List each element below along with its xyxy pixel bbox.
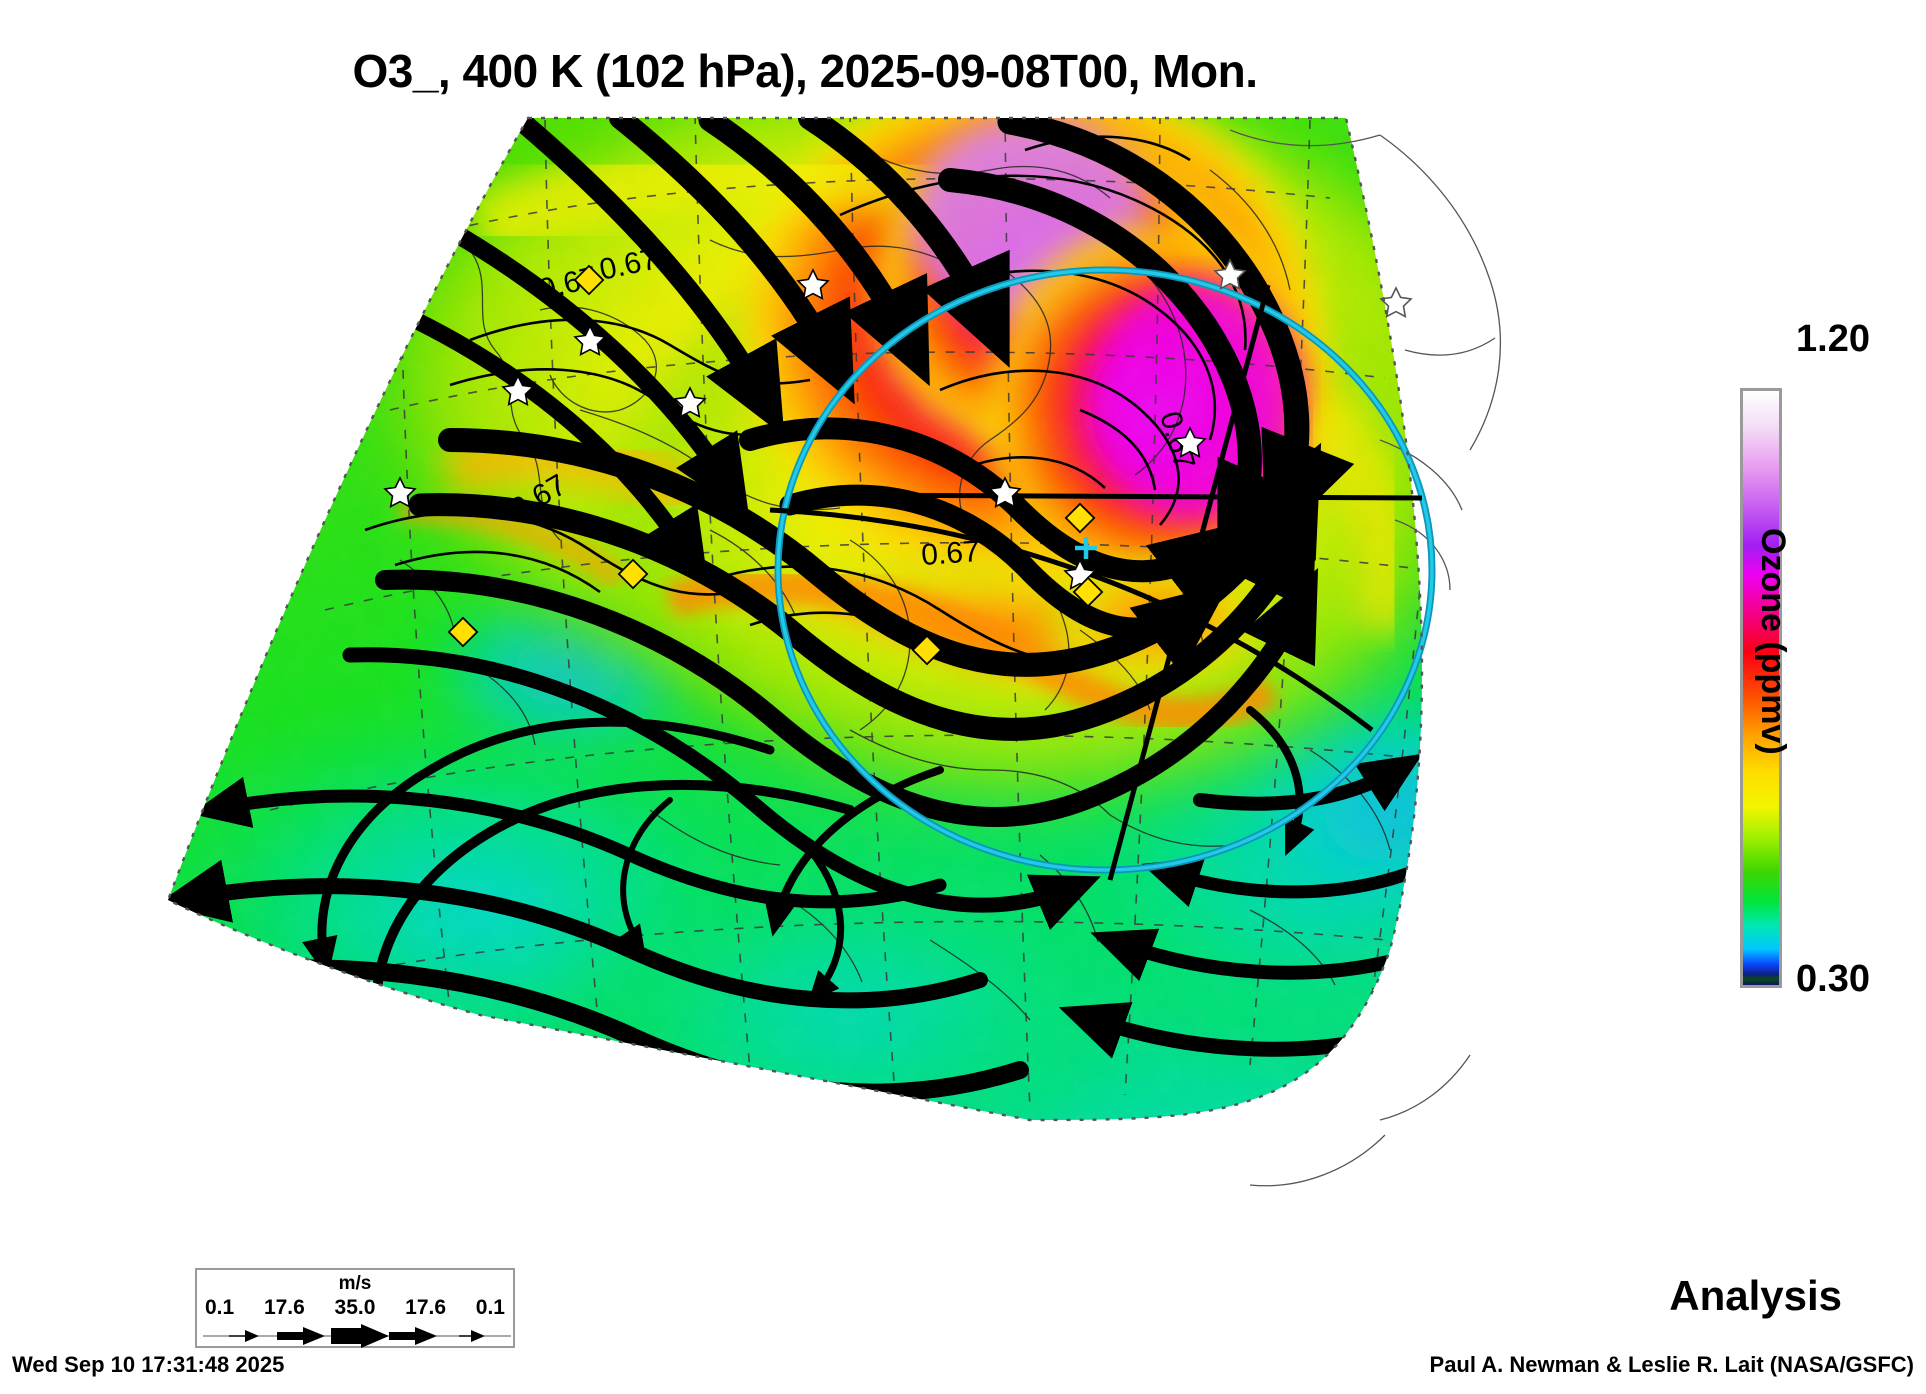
wind-speed-legend: m/s 0.1 17.6 35.0 17.6 0.1 bbox=[195, 1268, 515, 1348]
wind-legend-unit: m/s bbox=[338, 1273, 372, 1294]
site-diamond-marker bbox=[573, 264, 605, 296]
station-star-marker bbox=[796, 268, 830, 300]
station-star-marker bbox=[573, 324, 607, 356]
station-star-marker bbox=[1213, 258, 1247, 290]
footer-timestamp: Wed Sep 10 17:31:48 2025 bbox=[12, 1352, 285, 1377]
outside-coastlines bbox=[1229, 129, 1502, 1187]
station-markers[interactable] bbox=[383, 268, 1207, 590]
colorbar-max-label: 1.20 bbox=[1796, 318, 1870, 360]
map-boundary bbox=[166, 116, 1424, 1122]
ozone-map[interactable]: 0.67 0.67 0.67 0.67 0.67 bbox=[150, 110, 1580, 1270]
site-diamond-marker bbox=[1072, 576, 1104, 608]
station-star-marker bbox=[383, 476, 417, 508]
colorbar-bar[interactable] bbox=[1740, 388, 1782, 988]
analysis-label: Analysis bbox=[1669, 1272, 1842, 1319]
wind-legend-tick: 0.1 bbox=[475, 1296, 505, 1319]
site-diamond-marker bbox=[1064, 502, 1096, 534]
site-diamond-marker bbox=[911, 634, 943, 666]
colorbar: 1.20 0.30 Ozone (ppmv) bbox=[1740, 318, 1926, 1000]
wind-legend-tick: 35.0 bbox=[334, 1296, 376, 1319]
station-star-marker bbox=[501, 374, 535, 406]
target-position-icon[interactable] bbox=[1075, 537, 1097, 559]
map-panel[interactable]: 0.67 0.67 0.67 0.67 0.67 bbox=[150, 110, 1580, 1270]
wind-legend-tick: 0.1 bbox=[205, 1296, 235, 1319]
station-star-marker bbox=[988, 476, 1022, 508]
colorbar-min-label: 0.30 bbox=[1796, 958, 1870, 1000]
site-diamond-marker bbox=[447, 616, 479, 648]
page-title: O3_, 400 K (102 hPa), 2025-09-08T00, Mon… bbox=[352, 45, 1258, 97]
colorbar-axis-title: Ozone (ppmv) bbox=[1754, 528, 1792, 755]
station-star-marker bbox=[673, 386, 707, 418]
wind-legend-ticks: 0.1 17.6 35.0 17.6 0.1 bbox=[205, 1296, 505, 1320]
footer-credit: Paul A. Newman & Leslie R. Lait (NASA/GS… bbox=[1429, 1352, 1914, 1377]
site-diamond-marker bbox=[617, 558, 649, 590]
wind-legend-tick: 17.6 bbox=[263, 1296, 305, 1319]
site-markers[interactable] bbox=[447, 264, 1104, 666]
range-ring bbox=[774, 266, 1436, 874]
wind-legend-tick: 17.6 bbox=[405, 1296, 447, 1319]
station-star-marker bbox=[1173, 426, 1207, 458]
wind-legend-arrow-scale bbox=[203, 1324, 511, 1348]
contour-label: 0.67 bbox=[920, 535, 981, 572]
colorbar-gradient bbox=[1743, 391, 1779, 985]
